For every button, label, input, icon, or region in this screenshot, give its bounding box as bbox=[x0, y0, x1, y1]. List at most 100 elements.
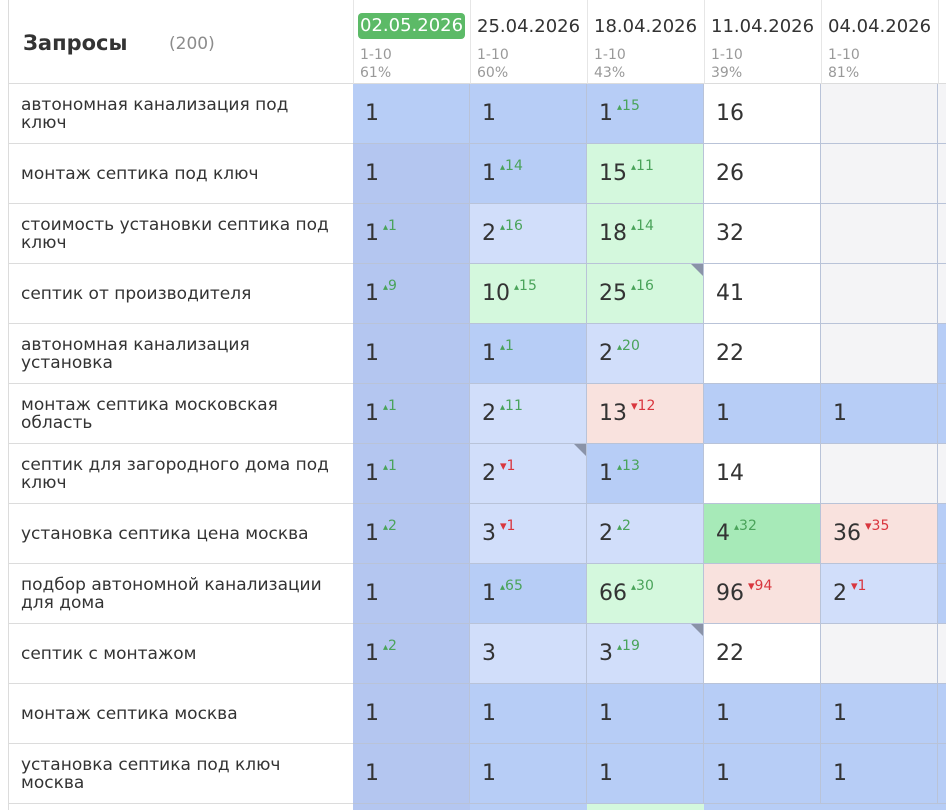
date-column-header[interactable]: 02.05.2026 1-10 61% bbox=[353, 0, 471, 84]
position-cell[interactable]: 18 ▴14 bbox=[587, 204, 704, 264]
position-cell[interactable]: 2 ▴11 bbox=[470, 384, 587, 444]
position-cell[interactable]: 1 bbox=[587, 744, 704, 804]
position-cell[interactable]: 1 bbox=[470, 84, 587, 144]
position-cell[interactable]: 1 bbox=[704, 684, 821, 744]
position-cell[interactable]: 13 ▾12 bbox=[587, 384, 704, 444]
position-cell[interactable]: 4 ▴32 bbox=[704, 504, 821, 564]
date-column-header[interactable]: 04.04.2026 1-10 81% bbox=[821, 0, 939, 84]
queries-header[interactable]: Запросы (200) bbox=[9, 0, 353, 84]
position-cell[interactable]: 1 ▴2 bbox=[353, 504, 470, 564]
position-cell[interactable]: 1 ▴14 bbox=[470, 144, 587, 204]
position-cell[interactable]: 1 ▴15 bbox=[587, 84, 704, 144]
position-cell[interactable]: 2 ▴20 bbox=[587, 324, 704, 384]
position-cell[interactable]: 22 bbox=[704, 324, 821, 384]
position-cell[interactable]: 1 bbox=[704, 744, 821, 804]
column-date[interactable]: 02.05.2026 bbox=[358, 13, 466, 39]
position-cell[interactable] bbox=[821, 264, 938, 324]
position-cell[interactable]: 26 bbox=[704, 144, 821, 204]
query-row-label[interactable]: септик с монтажом bbox=[9, 624, 353, 684]
position-cell[interactable]: 1 bbox=[821, 744, 938, 804]
position-cell[interactable]: 2 ▾1 bbox=[821, 564, 938, 624]
position-cell[interactable]: 2 ▴16 bbox=[470, 204, 587, 264]
query-row-label[interactable]: монтаж септика под ключ bbox=[9, 144, 353, 204]
position-cell[interactable] bbox=[821, 144, 938, 204]
query-row-label[interactable]: септик от производителя bbox=[9, 264, 353, 324]
position-cell[interactable] bbox=[938, 564, 946, 624]
position-cell[interactable]: 1 bbox=[704, 384, 821, 444]
query-row-label[interactable]: автономная канализация установка bbox=[9, 324, 353, 384]
position-cell[interactable]: 1 bbox=[353, 564, 470, 624]
position-cell[interactable] bbox=[821, 444, 938, 504]
column-date[interactable]: 11.04.2026 bbox=[711, 16, 815, 37]
position-cell[interactable]: 1 ▴1 bbox=[470, 324, 587, 384]
position-cell[interactable]: 1 ▴1 bbox=[353, 384, 470, 444]
position-cell[interactable] bbox=[938, 684, 946, 744]
position-cell[interactable]: 36 ▾35 bbox=[821, 504, 938, 564]
note-corner-icon[interactable] bbox=[574, 444, 586, 456]
position-cell[interactable] bbox=[938, 504, 946, 564]
column-date[interactable]: 25.04.2026 bbox=[477, 16, 581, 37]
position-cell[interactable]: 3 ▴19 bbox=[587, 624, 704, 684]
position-cell[interactable] bbox=[938, 84, 946, 144]
position-cell[interactable]: 1 ▴1 bbox=[353, 204, 470, 264]
position-cell[interactable]: 3 ▾1 bbox=[470, 504, 587, 564]
position-cell[interactable]: 96 ▾94 bbox=[704, 564, 821, 624]
position-cell[interactable]: 32 bbox=[704, 204, 821, 264]
position-cell[interactable]: 1 bbox=[353, 84, 470, 144]
position-cell[interactable] bbox=[938, 624, 946, 684]
query-row-label[interactable]: подбор автономной канализации для дома bbox=[9, 564, 353, 624]
position-cell[interactable]: 1 bbox=[470, 744, 587, 804]
position-cell[interactable]: 1 bbox=[821, 684, 938, 744]
query-row-label[interactable]: установка септика цена москва bbox=[9, 504, 353, 564]
date-column-header[interactable]: 01 bbox=[938, 0, 946, 84]
position-cell[interactable]: 16 bbox=[704, 84, 821, 144]
position-cell[interactable] bbox=[938, 384, 946, 444]
note-corner-icon[interactable] bbox=[691, 624, 703, 636]
position-cell[interactable]: 22 bbox=[704, 624, 821, 684]
note-corner-icon[interactable] bbox=[691, 264, 703, 276]
position-cell[interactable]: 15 ▴11 bbox=[587, 144, 704, 204]
position-cell[interactable] bbox=[938, 744, 946, 804]
position-cell[interactable] bbox=[938, 324, 946, 384]
position-cell[interactable]: 66 ▴30 bbox=[587, 564, 704, 624]
position-gain: ▴9 bbox=[383, 278, 397, 294]
query-row-label[interactable]: монтаж септика москва bbox=[9, 684, 353, 744]
position-cell[interactable] bbox=[938, 204, 946, 264]
position-cell[interactable]: 3 bbox=[470, 624, 587, 684]
position-cell[interactable]: 41 bbox=[704, 264, 821, 324]
column-date[interactable]: 18.04.2026 bbox=[594, 16, 698, 37]
position-cell[interactable] bbox=[938, 144, 946, 204]
query-row-label[interactable]: установка септика под ключ москва bbox=[9, 744, 353, 804]
query-row-label[interactable]: автономная канализация под ключ bbox=[9, 84, 353, 144]
query-row-label[interactable]: монтаж септика московская область bbox=[9, 384, 353, 444]
position-cell[interactable]: 1 ▴65 bbox=[470, 564, 587, 624]
position-cell[interactable]: 1 bbox=[821, 384, 938, 444]
date-column-header[interactable]: 25.04.2026 1-10 60% bbox=[470, 0, 588, 84]
position-cell[interactable] bbox=[821, 84, 938, 144]
column-date[interactable]: 04.04.2026 bbox=[828, 16, 932, 37]
position-cell[interactable] bbox=[821, 324, 938, 384]
position-cell[interactable] bbox=[821, 204, 938, 264]
position-cell[interactable] bbox=[821, 624, 938, 684]
position-cell[interactable]: 14 bbox=[704, 444, 821, 504]
position-cell[interactable]: 1 ▴9 bbox=[353, 264, 470, 324]
position-cell[interactable]: 1 bbox=[587, 684, 704, 744]
position-cell[interactable]: 10 ▴15 bbox=[470, 264, 587, 324]
position-cell[interactable]: 1 bbox=[353, 684, 470, 744]
position-cell[interactable]: 1 bbox=[470, 684, 587, 744]
position-cell[interactable]: 25 ▴16 bbox=[587, 264, 704, 324]
position-cell[interactable] bbox=[938, 264, 946, 324]
date-column-header[interactable]: 18.04.2026 1-10 43% bbox=[587, 0, 705, 84]
position-cell[interactable]: 1 bbox=[353, 744, 470, 804]
query-row-label[interactable]: стоимость установки септика под ключ bbox=[9, 204, 353, 264]
position-cell[interactable]: 1 bbox=[353, 144, 470, 204]
position-cell[interactable] bbox=[938, 444, 946, 504]
query-row-label[interactable]: септик для загородного дома под ключ bbox=[9, 444, 353, 504]
position-cell[interactable]: 1 ▴13 bbox=[587, 444, 704, 504]
position-cell[interactable]: 2 ▾1 bbox=[470, 444, 587, 504]
position-cell[interactable]: 1 bbox=[353, 324, 470, 384]
position-cell[interactable]: 1 ▴2 bbox=[353, 624, 470, 684]
date-column-header[interactable]: 11.04.2026 1-10 39% bbox=[704, 0, 822, 84]
position-cell[interactable]: 2 ▴2 bbox=[587, 504, 704, 564]
position-cell[interactable]: 1 ▴1 bbox=[353, 444, 470, 504]
